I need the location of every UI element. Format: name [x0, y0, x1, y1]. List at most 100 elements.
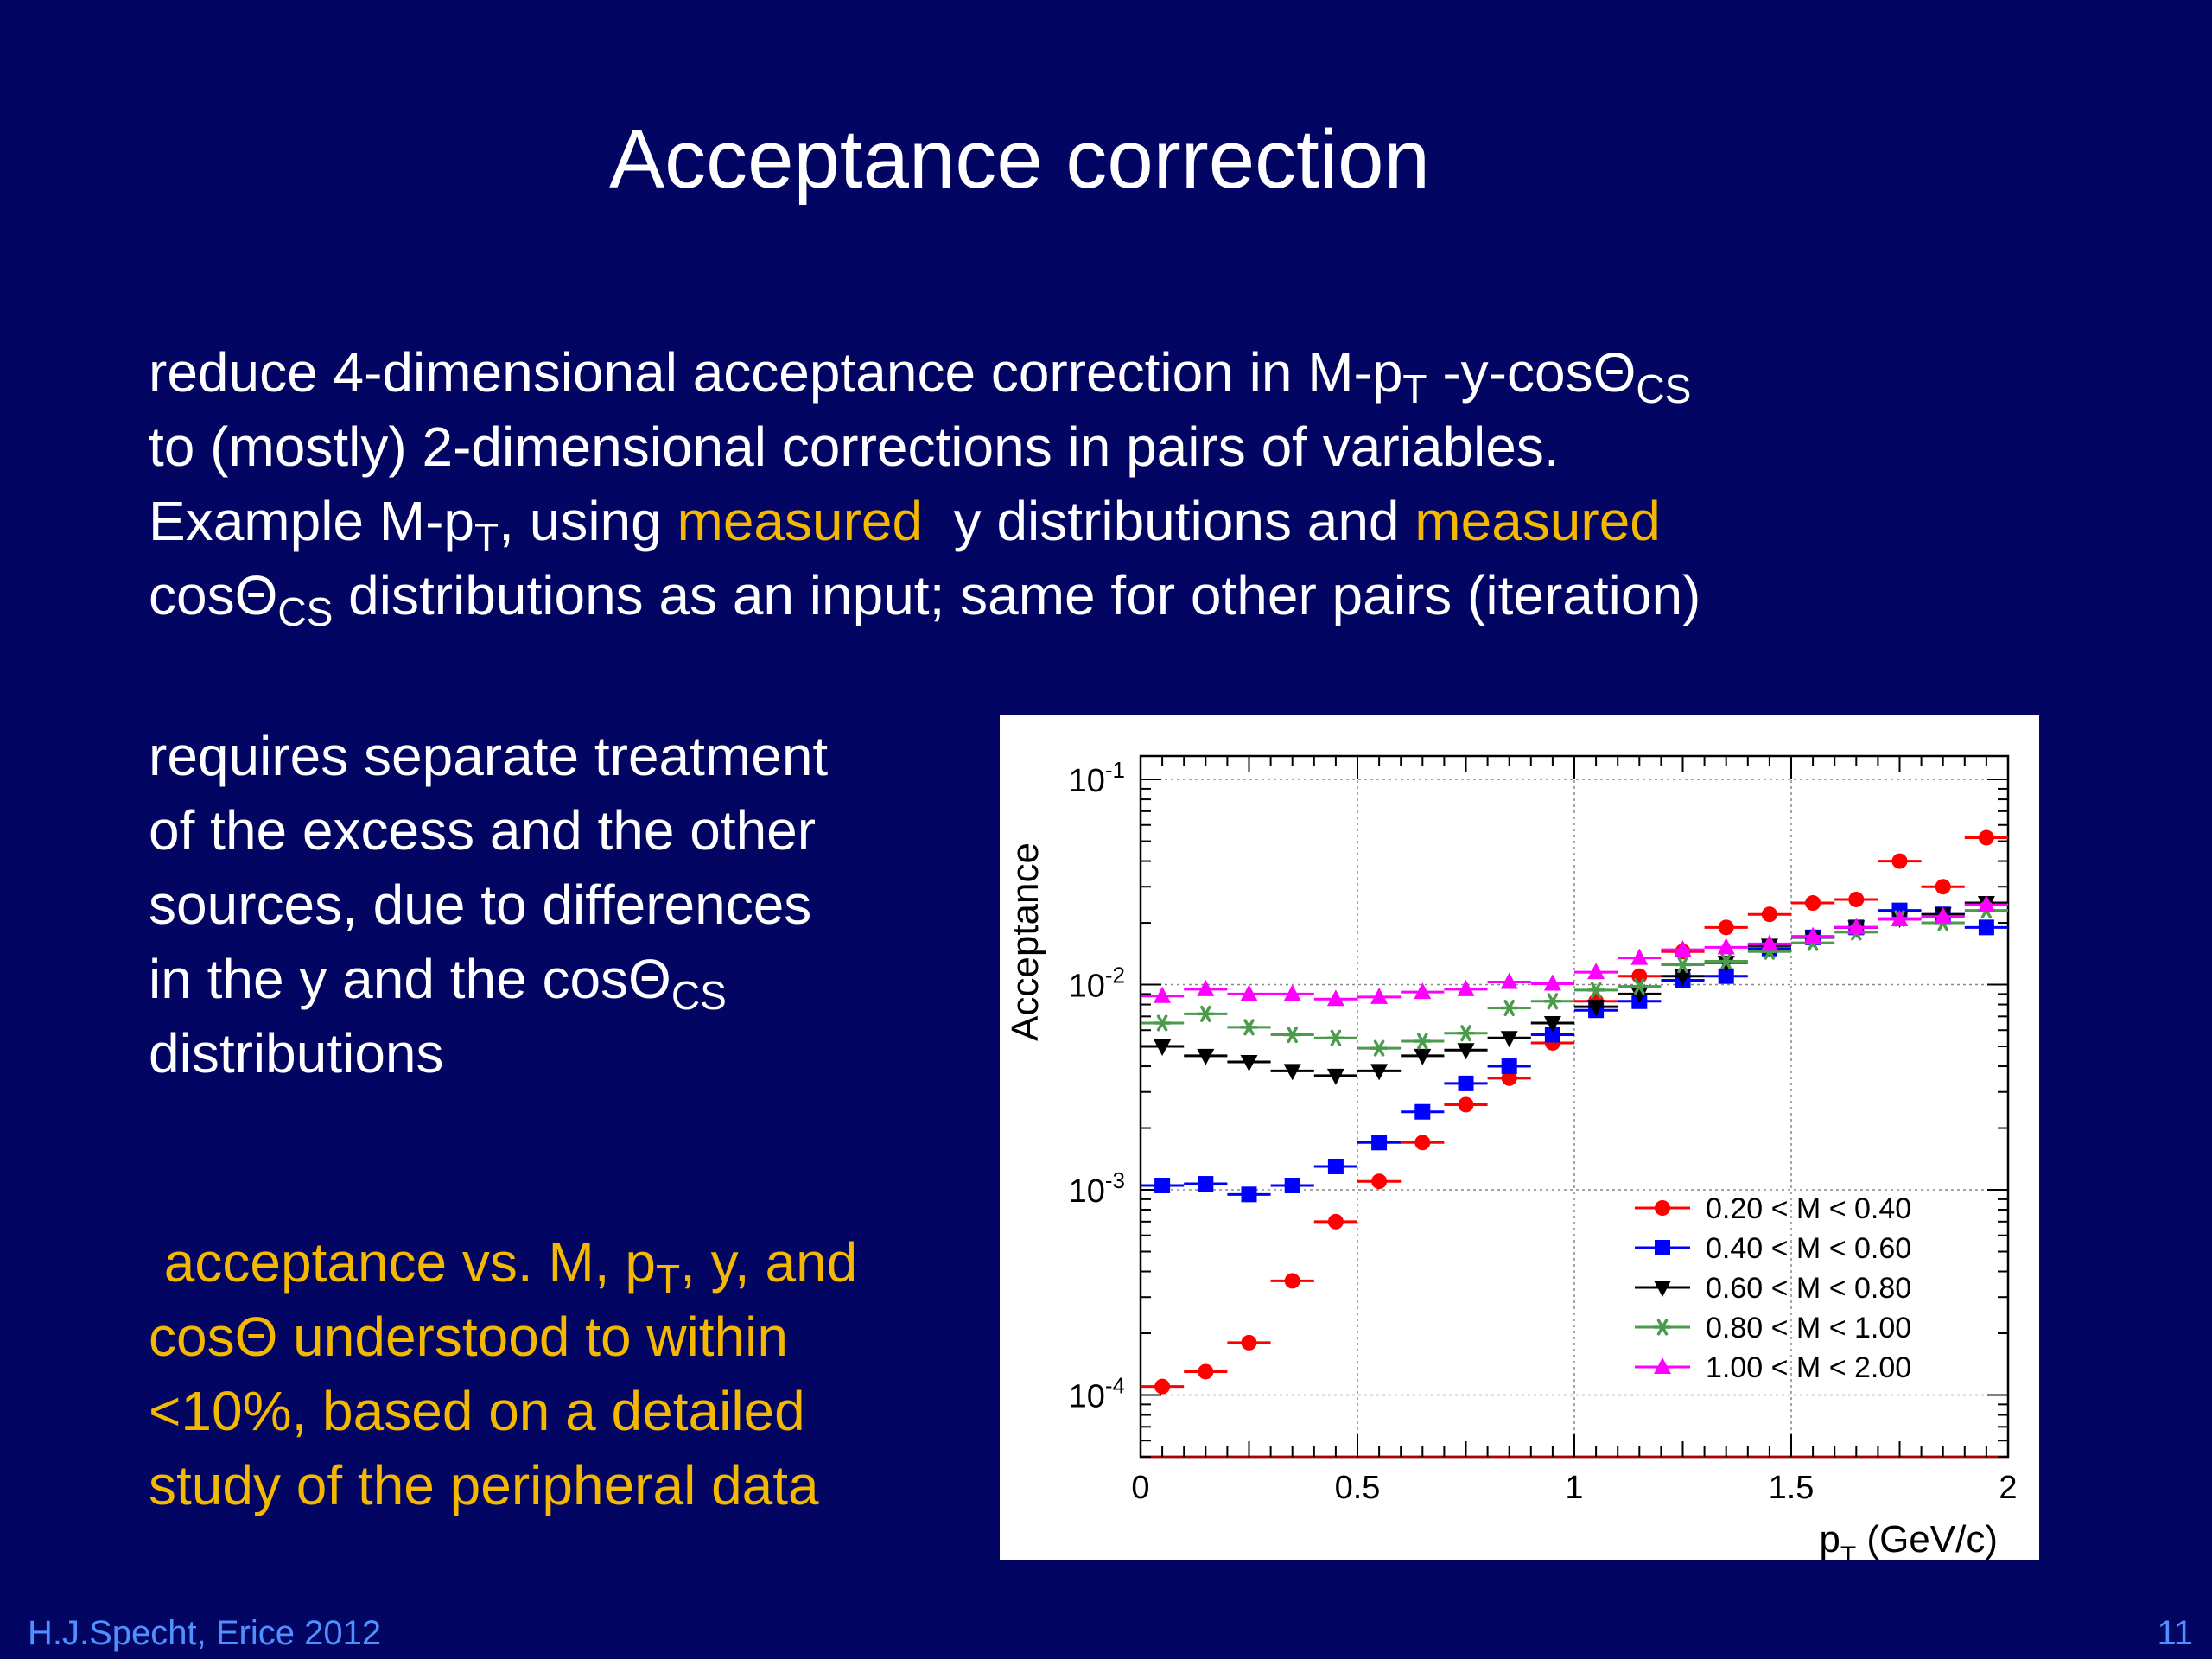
x-tick-label-2: 1 [1565, 1470, 1583, 1506]
acceptance-chart: 0 0.5 1 1.5 2 10-4 10-3 10-2 10-1 Acceptance pT (G… [1004, 754, 2018, 1560]
data-point-s4-12 [1674, 940, 1692, 957]
data-point-s0-8 [1501, 1070, 1517, 1086]
data-point-s0-6 [1414, 1135, 1431, 1151]
data-point-s4-18 [1934, 906, 1952, 924]
footer-author: H.J.Specht, Erice 2012 [28, 1614, 382, 1652]
y-tick-label-2: 10-2 [1069, 963, 1125, 1005]
data-point-s3-9 [1543, 993, 1562, 1010]
data-point-s2-0 [1154, 1039, 1172, 1057]
data-point-s1-19 [1978, 919, 1994, 936]
data-point-s4-2 [1240, 984, 1258, 1001]
data-point-s2-4 [1326, 1068, 1344, 1085]
data-point-s3-1 [1196, 1005, 1216, 1022]
data-point-s0-5 [1371, 1173, 1388, 1190]
legend-label-2: 0.60 < M < 0.80 [1706, 1272, 1911, 1305]
x-tick-label-3: 1.5 [1769, 1470, 1815, 1506]
data-point-s3-3 [1282, 1026, 1302, 1044]
p2-line-3: sources, due to differences [149, 874, 812, 936]
data-point-s4-13 [1717, 938, 1735, 955]
legend-label-0: 0.20 < M < 0.40 [1706, 1192, 1911, 1225]
data-point-s1-7 [1458, 1075, 1474, 1091]
data-point-s2-5 [1370, 1064, 1389, 1081]
data-point-s1-4 [1327, 1158, 1344, 1174]
data-point-s4-3 [1283, 984, 1301, 1001]
x-tick-label-4: 2 [1999, 1470, 2017, 1506]
highlight-measured-1: measured [677, 490, 924, 552]
data-point-s1-8 [1501, 1058, 1517, 1075]
data-point-s2-3 [1283, 1064, 1301, 1081]
data-point-s0-4 [1327, 1213, 1344, 1230]
p2-line-1: requires separate treatment [149, 725, 829, 787]
data-point-s1-9 [1544, 1027, 1560, 1043]
data-point-s1-2 [1241, 1186, 1257, 1203]
data-point-s4-16 [1847, 918, 1866, 935]
x-axis-title: pT (GeV/c) [1819, 1518, 1998, 1560]
paragraph-1: reduce 4-dimensional acceptance correcti… [149, 335, 1700, 632]
data-point-s1-1 [1198, 1176, 1214, 1192]
legend-marker-2 [1654, 1281, 1671, 1297]
data-point-s3-5 [1370, 1039, 1389, 1057]
data-point-s4-5 [1370, 987, 1389, 1004]
p3-line-4: study of the peripheral data [149, 1454, 819, 1516]
data-point-s2-1 [1197, 1048, 1215, 1065]
data-point-s4-0 [1154, 986, 1172, 1003]
data-point-s1-6 [1414, 1103, 1431, 1120]
data-point-s2-8 [1500, 1031, 1518, 1048]
data-point-s0-16 [1848, 891, 1865, 907]
legend-marker-4 [1654, 1357, 1671, 1374]
data-point-s4-9 [1543, 974, 1561, 991]
data-point-s0-18 [1935, 879, 1951, 895]
p3-line-3: <10%, based on a detailed [149, 1380, 805, 1442]
data-point-s4-10 [1587, 963, 1605, 980]
data-point-s4-4 [1326, 989, 1344, 1007]
p1-line-4: cosΘCS distributions as an input; same f… [149, 564, 1701, 634]
p2-line-5: distributions [149, 1022, 444, 1084]
data-point-s3-13 [1716, 952, 1736, 970]
data-point-s3-4 [1326, 1029, 1345, 1046]
data-point-s0-1 [1198, 1363, 1214, 1380]
data-point-s2-10 [1587, 1000, 1605, 1017]
data-point-s3-0 [1153, 1014, 1172, 1032]
legend-label-3: 0.80 < M < 1.00 [1706, 1312, 1911, 1344]
acceptance-plot: 0 0.5 1 1.5 2 10-4 10-3 10-2 10-1 Acceptance pT (G… [1000, 715, 2039, 1560]
p2-line-2: of the excess and the other [149, 799, 817, 861]
legend-marker-0 [1655, 1200, 1670, 1216]
paragraph-2: requires separate treatment of the exces… [149, 719, 828, 1090]
data-point-s1-3 [1284, 1177, 1300, 1193]
data-point-s1-5 [1371, 1135, 1388, 1151]
y-tick-label-3: 10-1 [1069, 757, 1125, 799]
data-point-s2-12 [1674, 969, 1692, 986]
data-point-s2-9 [1543, 1015, 1561, 1033]
legend-label-4: 1.00 < M < 2.00 [1706, 1351, 1911, 1384]
data-point-s4-19 [1977, 895, 1995, 912]
y-tick-label-1: 10-3 [1069, 1167, 1125, 1210]
data-point-s3-7 [1456, 1025, 1476, 1042]
p1-line-1: reduce 4-dimensional acceptance correcti… [149, 341, 1692, 411]
data-point-s4-8 [1500, 972, 1518, 989]
x-tick-label-0: 0 [1131, 1470, 1149, 1506]
data-point-s1-0 [1154, 1177, 1171, 1193]
data-point-s0-3 [1284, 1273, 1300, 1289]
slide-number: 11 [2157, 1614, 2193, 1652]
y-axis-title: Acceptance [1004, 842, 1046, 1041]
data-point-s4-15 [1804, 926, 1822, 944]
p2-line-4: in the y and the cosΘCS [149, 948, 727, 1018]
data-point-s0-2 [1241, 1334, 1257, 1351]
data-point-s3-12 [1673, 956, 1693, 974]
data-point-s3-10 [1586, 982, 1605, 999]
data-point-s1-13 [1718, 968, 1734, 984]
legend-marker-1 [1655, 1240, 1670, 1255]
data-point-s0-11 [1631, 968, 1648, 984]
highlight-measured-2: measured [1414, 490, 1661, 552]
legend-marker-3 [1653, 1319, 1672, 1336]
p3-line-2: cosΘ understood to within [149, 1306, 788, 1368]
data-point-s2-2 [1240, 1055, 1258, 1072]
data-point-s0-19 [1978, 830, 1994, 846]
p3-line-1: acceptance vs. M, pT, y, and [149, 1231, 858, 1301]
data-point-s4-6 [1414, 982, 1432, 1000]
legend-label-1: 0.40 < M < 0.60 [1706, 1232, 1911, 1265]
data-point-s0-13 [1718, 919, 1734, 936]
slide-title: Acceptance correction [609, 113, 1430, 206]
data-point-s2-7 [1457, 1043, 1475, 1060]
data-point-s2-6 [1414, 1048, 1432, 1065]
